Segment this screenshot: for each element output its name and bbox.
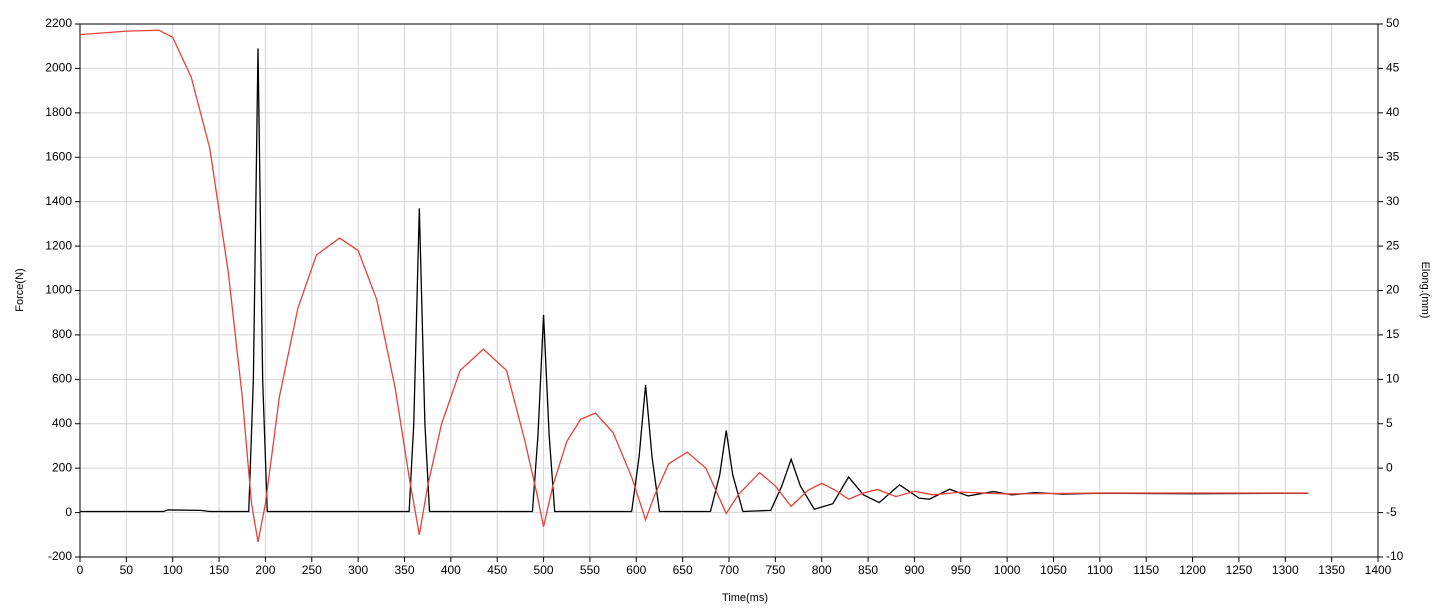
x-axis-label: Time(ms) <box>722 592 768 604</box>
x-tick-label: 650 <box>673 563 693 577</box>
y-tick-label: 2200 <box>45 16 72 30</box>
y2-tick-label: 30 <box>1386 194 1400 208</box>
y-tick-label: 1800 <box>45 105 72 119</box>
x-tick-label: 900 <box>904 563 924 577</box>
x-tick-label: 800 <box>812 563 832 577</box>
x-tick-label: 200 <box>255 563 275 577</box>
y-tick-label: 800 <box>52 327 72 341</box>
y-tick-label: -200 <box>48 549 72 563</box>
x-tick-label: 1150 <box>1133 563 1159 577</box>
x-tick-label: 300 <box>348 563 368 577</box>
y-axis-label: Force(N) <box>14 268 26 311</box>
x-tick-label: 850 <box>858 563 878 577</box>
y-tick-label: 600 <box>52 372 72 386</box>
y2-tick-label: 25 <box>1386 238 1400 252</box>
y-tick-label: 200 <box>52 460 72 474</box>
y2-tick-label: 20 <box>1386 283 1400 297</box>
y-tick-label: 1600 <box>45 149 72 163</box>
y2-tick-label: 10 <box>1386 372 1400 386</box>
y-tick-label: 0 <box>65 505 72 519</box>
x-tick-label: 1400 <box>1365 563 1392 577</box>
x-tick-label: 1200 <box>1179 563 1206 577</box>
y2-tick-label: 50 <box>1386 16 1400 30</box>
y2-tick-label: 40 <box>1386 105 1400 119</box>
x-tick-label: 750 <box>765 563 785 577</box>
x-tick-label: 450 <box>487 563 507 577</box>
x-tick-label: 600 <box>626 563 646 577</box>
y2-tick-label: -10 <box>1386 549 1404 563</box>
x-tick-label: 100 <box>163 563 183 577</box>
x-tick-label: 1250 <box>1226 563 1253 577</box>
y2-tick-label: 15 <box>1386 327 1400 341</box>
x-tick-label: 500 <box>534 563 554 577</box>
x-tick-label: 50 <box>120 563 134 577</box>
x-tick-label: 150 <box>209 563 229 577</box>
y2-tick-label: -5 <box>1386 505 1397 519</box>
x-tick-label: 0 <box>77 563 84 577</box>
y2-tick-label: 45 <box>1386 61 1400 75</box>
y-tick-label: 1200 <box>45 238 72 252</box>
plot-frame <box>79 23 1379 558</box>
data-line <box>79 29 1309 543</box>
y-tick-label: 1400 <box>45 194 72 208</box>
x-tick-label: 550 <box>580 563 600 577</box>
x-tick-label: 350 <box>394 563 414 577</box>
y2-tick-label: 35 <box>1386 149 1400 163</box>
x-tick-label: 1100 <box>1087 563 1113 577</box>
y2-axis-label: Elong.(mm) <box>1419 262 1431 319</box>
data-line <box>80 48 1309 513</box>
x-tick-label: 700 <box>719 563 739 577</box>
y-tick-label: 1000 <box>45 283 72 297</box>
x-tick-label: 1000 <box>994 563 1021 577</box>
y-tick-label: 2000 <box>45 61 72 75</box>
x-tick-label: 950 <box>951 563 971 577</box>
y2-tick-label: 5 <box>1386 416 1393 430</box>
x-tick-label: 400 <box>441 563 461 577</box>
x-tick-label: 1300 <box>1272 563 1299 577</box>
y2-tick-label: 0 <box>1386 460 1393 474</box>
x-tick-label: 1050 <box>1040 563 1067 577</box>
x-tick-label: 1350 <box>1318 563 1345 577</box>
x-tick-label: 250 <box>302 563 322 577</box>
y-tick-label: 400 <box>52 416 72 430</box>
